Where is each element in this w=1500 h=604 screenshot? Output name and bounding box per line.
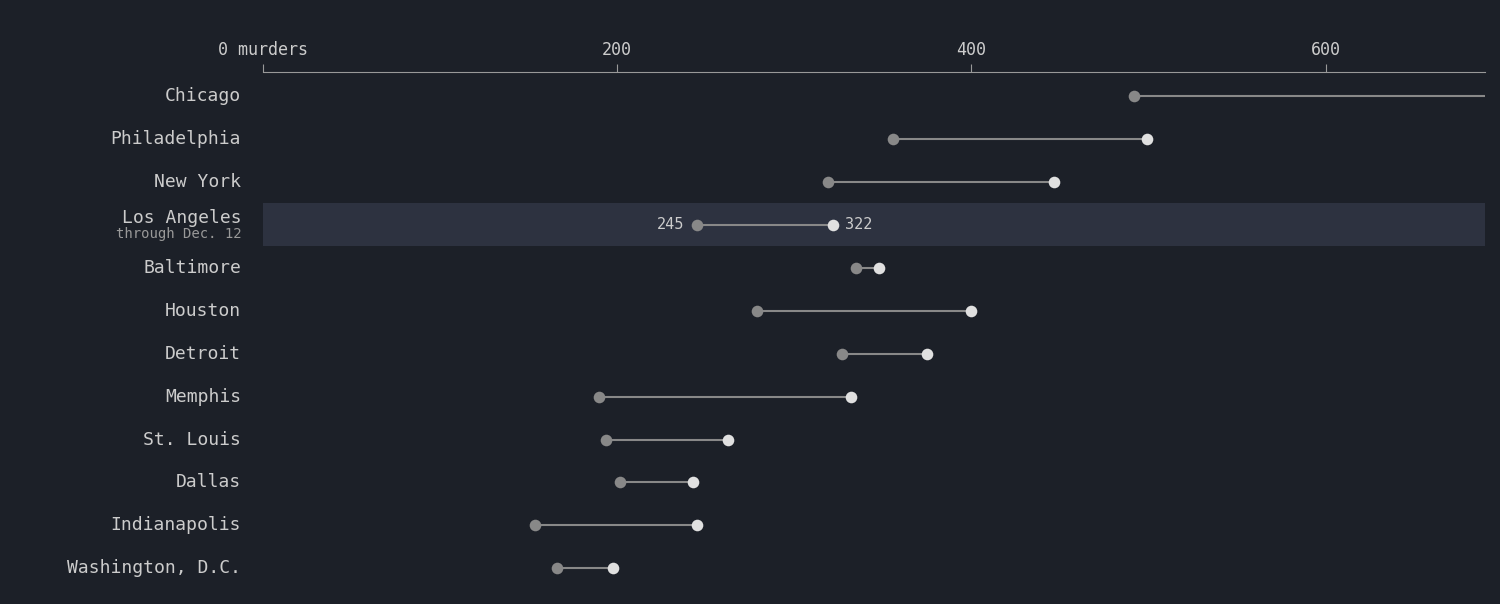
Point [1134, 134, 1158, 144]
Text: Detroit: Detroit [165, 345, 242, 362]
Point [717, 435, 741, 445]
Point [867, 263, 891, 272]
Text: through Dec. 12: through Dec. 12 [116, 227, 242, 242]
Point [844, 263, 868, 272]
Point [746, 306, 770, 315]
Point [684, 521, 708, 530]
Text: St. Louis: St. Louis [144, 431, 242, 449]
Point [880, 134, 904, 144]
Bar [262, 204, 1485, 246]
Point [1042, 177, 1066, 187]
Point [609, 478, 633, 487]
Point [681, 478, 705, 487]
Text: Baltimore: Baltimore [144, 259, 242, 277]
Point [839, 392, 862, 402]
Text: Philadelphia: Philadelphia [111, 130, 242, 148]
Point [958, 306, 982, 315]
Text: Los Angeles: Los Angeles [122, 208, 242, 226]
Point [821, 220, 844, 230]
Point [544, 564, 568, 573]
Point [830, 349, 854, 359]
Text: 245: 245 [657, 217, 684, 233]
Text: New York: New York [154, 173, 242, 191]
Text: Houston: Houston [165, 302, 242, 320]
Text: Washington, D.C.: Washington, D.C. [68, 559, 242, 577]
Point [684, 220, 708, 230]
Point [602, 564, 625, 573]
Point [915, 349, 939, 359]
Point [524, 521, 548, 530]
Point [816, 177, 840, 187]
Text: 322: 322 [846, 217, 873, 233]
Text: Indianapolis: Indianapolis [111, 516, 242, 535]
Point [586, 392, 610, 402]
Text: Dallas: Dallas [176, 474, 242, 492]
Text: Memphis: Memphis [165, 388, 242, 406]
Point [1122, 91, 1146, 101]
Text: Chicago: Chicago [165, 87, 242, 105]
Point [594, 435, 618, 445]
